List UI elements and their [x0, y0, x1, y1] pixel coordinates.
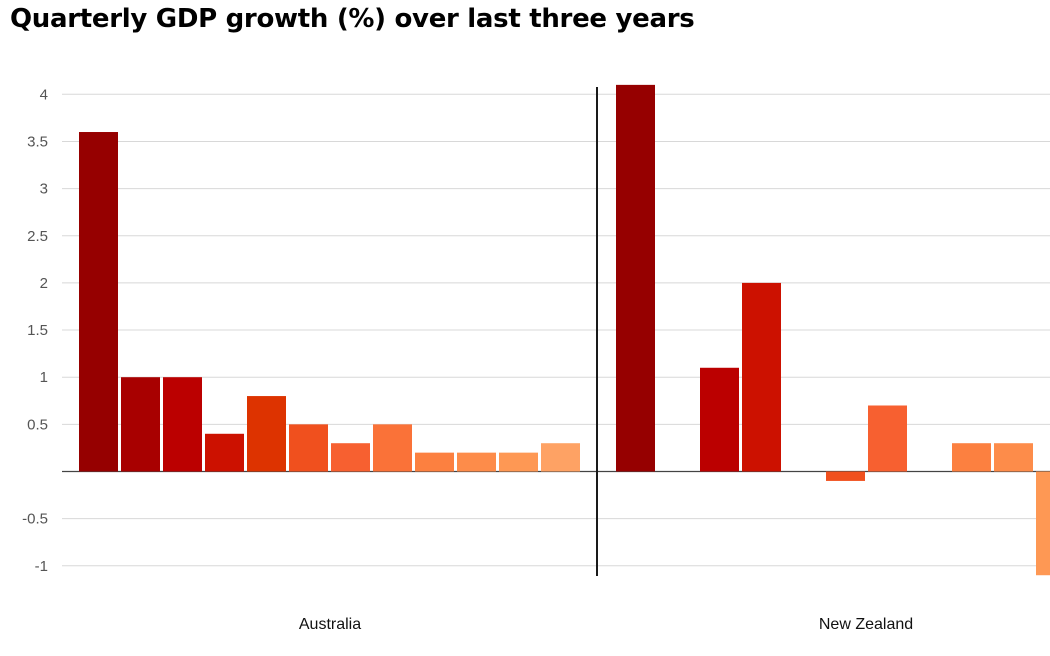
bars [79, 84, 1050, 576]
bar-australia-8 [373, 424, 412, 472]
bar-australia-7 [331, 443, 370, 472]
y-tick-label: 1.5 [27, 322, 48, 339]
y-tick-label: 4 [40, 86, 48, 103]
bar-australia-2 [121, 377, 160, 472]
y-tick-label: 0.5 [27, 416, 48, 433]
y-tick-label: 2.5 [27, 228, 48, 245]
bar-australia-11 [499, 452, 538, 472]
y-tick-label: 3.5 [27, 133, 48, 150]
y-tick-label: -1 [35, 558, 48, 575]
y-tick-label: -0.5 [22, 511, 48, 528]
bar-new-zealand-3 [700, 367, 739, 472]
bar-new-zealand-4 [742, 282, 781, 472]
bar-new-zealand-9 [952, 443, 991, 472]
gridlines [62, 93, 1050, 567]
bar-australia-3 [163, 377, 202, 472]
bar-australia-1 [79, 132, 118, 472]
bar-new-zealand-7 [868, 405, 907, 472]
y-tick-label: 2 [40, 275, 48, 292]
bar-new-zealand-6 [826, 471, 865, 481]
bar-australia-6 [289, 424, 328, 472]
bar-australia-5 [247, 396, 286, 472]
category-labels: Australia New Zealand [299, 616, 913, 633]
category-label-australia: Australia [299, 616, 361, 633]
bar-new-zealand-10 [994, 443, 1033, 472]
bar-australia-12 [541, 443, 580, 472]
chart-title: Quarterly GDP growth (%) over last three… [10, 4, 695, 34]
y-tick-label: 3 [40, 181, 48, 198]
bar-new-zealand-1 [616, 84, 655, 472]
y-axis-ticks: 4 3.5 3 2.5 2 1.5 1 0.5 -0.5 -1 [22, 86, 48, 575]
y-tick-label: 1 [40, 369, 48, 386]
bar-australia-9 [415, 452, 454, 472]
bar-new-zealand-11 [1036, 471, 1050, 576]
bar-australia-10 [457, 452, 496, 472]
bar-australia-4 [205, 433, 244, 472]
category-label-new-zealand: New Zealand [819, 616, 913, 633]
